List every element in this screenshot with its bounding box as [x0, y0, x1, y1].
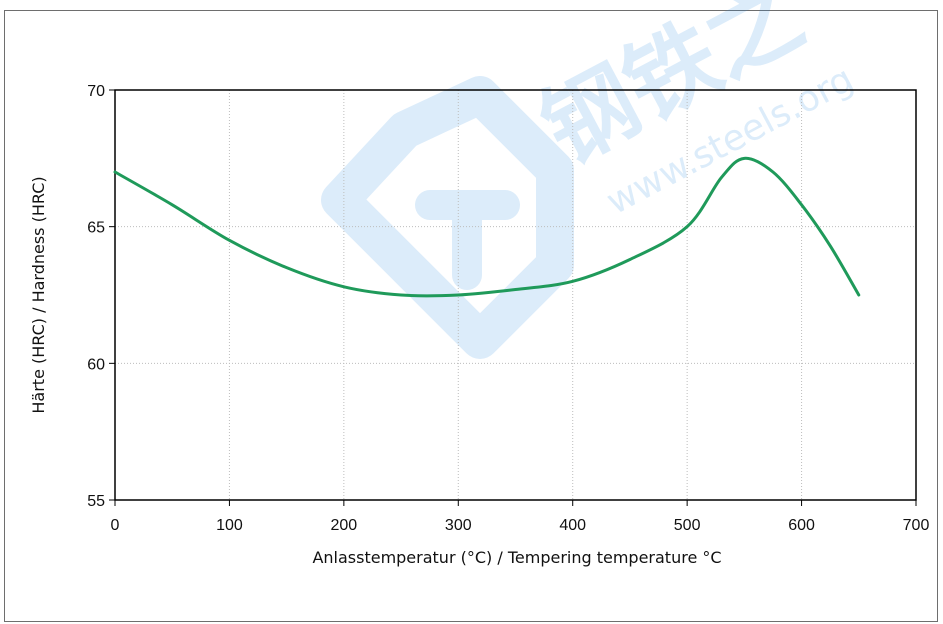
tick-labels: 0 100 200 300 400 500 600 700 55 60 65 70	[87, 83, 929, 534]
x-tick-label: 200	[331, 517, 358, 534]
x-axis-title: Anlasstemperatur (°C) / Tempering temper…	[312, 548, 721, 567]
x-tick-label: 100	[216, 517, 243, 534]
x-tick-label: 600	[788, 517, 815, 534]
ticks	[109, 89, 917, 506]
y-axis-title: Härte (HRC) / Hardness (HRC)	[29, 176, 48, 413]
x-tick-label: 700	[903, 517, 930, 534]
x-tick-label: 300	[445, 517, 472, 534]
x-tick-label: 500	[674, 517, 701, 534]
watermark-logo-inner	[415, 190, 520, 290]
y-tick-label: 55	[87, 493, 105, 510]
plot-border	[114, 89, 917, 501]
y-tick-label: 70	[87, 83, 105, 100]
x-tick-label: 400	[559, 517, 586, 534]
series-group	[113, 156, 861, 298]
series-line	[113, 156, 861, 298]
watermark: 钢铁之 www.steels.org	[321, 0, 860, 359]
y-tick-label: 65	[87, 220, 105, 237]
chart-frame	[4, 10, 938, 622]
watermark-logo	[321, 76, 574, 359]
x-tick-label: 0	[111, 517, 120, 534]
y-tick-label: 60	[87, 356, 105, 373]
